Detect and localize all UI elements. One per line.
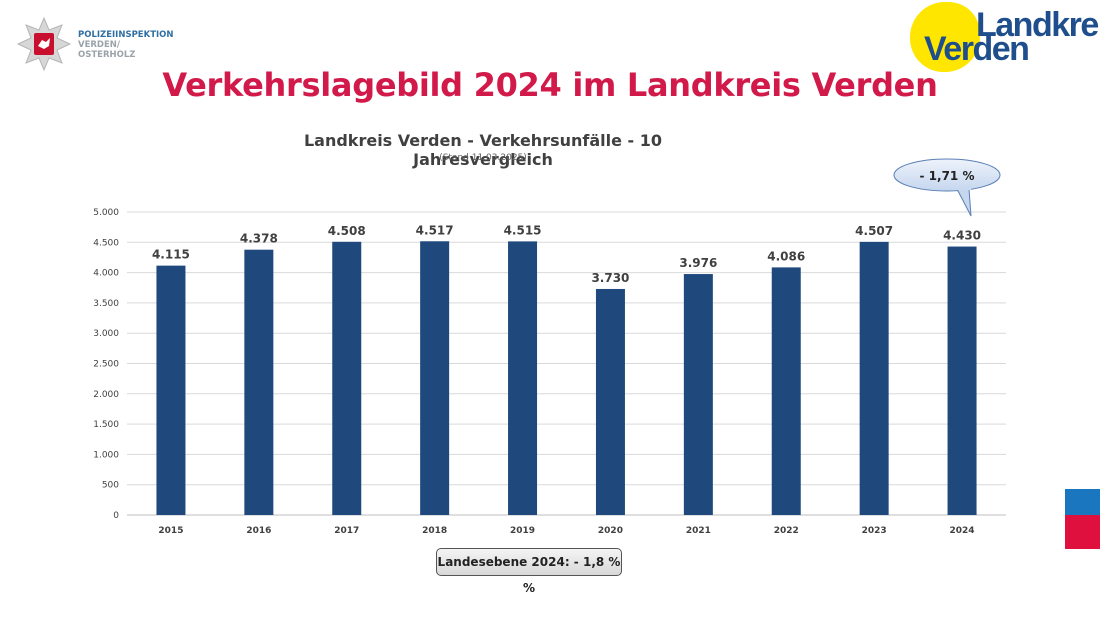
bar — [244, 249, 274, 515]
landkreis-verden-logo: Landkreis Verden — [910, 0, 1100, 74]
bar-value-label: 4.517 — [416, 223, 454, 237]
x-tick-label: 2018 — [422, 526, 447, 536]
x-tick-label: 2015 — [158, 526, 183, 536]
bar — [508, 241, 538, 516]
chart-title: Landkreis Verden - Verkehrsunfälle - 10 … — [303, 131, 663, 169]
x-tick-label: 2021 — [686, 526, 711, 536]
police-star-logo — [16, 16, 72, 72]
y-tick-label: 3.500 — [93, 299, 119, 309]
x-tick-label: 2022 — [774, 526, 799, 536]
bar-value-label: 4.378 — [240, 232, 278, 246]
x-tick-label: 2016 — [246, 526, 271, 536]
y-tick-label: 3.000 — [93, 329, 119, 339]
change-callout-bubble — [893, 158, 1001, 217]
change-callout-text: - 1,71 % — [919, 169, 975, 183]
flag-stripe-red — [1065, 515, 1100, 549]
x-tick-label: 2023 — [862, 526, 887, 536]
bar — [771, 267, 801, 515]
logo-word-landkreis: Landkreis — [976, 6, 1100, 44]
bar-value-label: 3.976 — [679, 256, 717, 270]
x-tick-label: 2020 — [598, 526, 623, 536]
bar — [859, 241, 889, 515]
x-tick-label: 2024 — [950, 526, 975, 536]
y-tick-label: 5.000 — [93, 208, 119, 218]
bar — [156, 265, 186, 515]
x-tick-label: 2017 — [334, 526, 359, 536]
y-tick-label: 2.500 — [93, 360, 119, 370]
bar-value-label: 3.730 — [591, 271, 629, 285]
y-tick-label: 1.000 — [93, 450, 119, 460]
bar — [420, 241, 450, 515]
bar — [332, 241, 362, 516]
y-tick-label: 4.000 — [93, 269, 119, 279]
y-tick-label: 4.500 — [93, 238, 119, 248]
y-tick-label: 0 — [113, 511, 119, 521]
police-inspection-name: POLIZEIINSPEKTION VERDEN/ OSTERHOLZ — [78, 30, 174, 60]
bar — [947, 246, 977, 516]
bar — [683, 274, 713, 515]
bar-value-label: 4.115 — [152, 248, 190, 262]
x-tick-label: 2019 — [510, 526, 535, 536]
police-line-2: VERDEN/ — [78, 40, 121, 50]
slide-title: Verkehrslagebild 2024 im Landkreis Verde… — [162, 66, 938, 104]
flag-stripe-blue — [1065, 489, 1100, 515]
bar-value-label: 4.507 — [855, 224, 893, 238]
logo-yellow-shape — [910, 2, 980, 72]
bar-value-label: 4.086 — [767, 249, 805, 263]
logo-word-verden: Verden — [924, 30, 1030, 68]
y-tick-label: 2.000 — [93, 390, 119, 400]
police-line-1: POLIZEIINSPEKTION — [78, 30, 174, 40]
bar — [595, 288, 625, 515]
bar-value-label: 4.430 — [943, 229, 981, 243]
bar-value-label: 4.515 — [504, 223, 542, 237]
police-line-3: OSTERHOLZ — [78, 50, 136, 60]
y-tick-label: 1.500 — [93, 420, 119, 430]
chart-subtitle: (Stand 11.03.2025) — [439, 153, 527, 163]
bar-value-label: 4.508 — [328, 224, 366, 238]
state-level-box: Landesebene 2024: - 1,8 % % — [436, 548, 622, 595]
y-tick-label: 500 — [102, 481, 119, 491]
